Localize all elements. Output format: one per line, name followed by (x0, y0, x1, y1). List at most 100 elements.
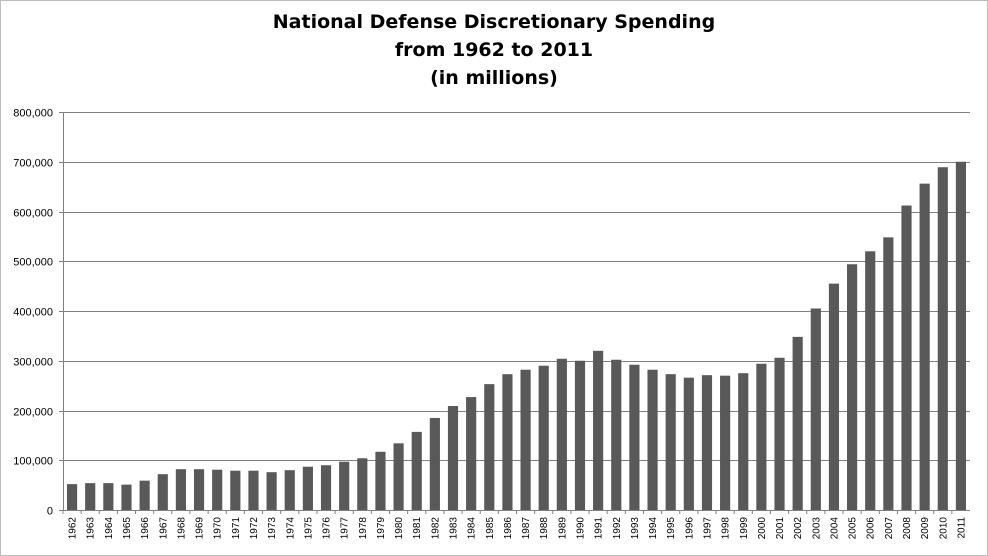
y-tick-label: 400,000 (13, 307, 53, 319)
x-tick-label: 1996 (684, 517, 695, 540)
x-tick-label: 1979 (376, 517, 387, 540)
x-tick-label: 1976 (322, 517, 333, 540)
bar-1977 (339, 461, 350, 510)
x-tick-label: 1984 (467, 517, 478, 540)
y-tick-label: 300,000 (13, 357, 53, 369)
bar-1976 (320, 465, 332, 510)
bar-1990 (574, 360, 586, 510)
x-tick-label: 1973 (267, 517, 278, 540)
bar-2011 (955, 161, 967, 510)
bars (66, 161, 967, 511)
x-tick-label: 1978 (358, 517, 369, 540)
bar-1995 (665, 374, 676, 510)
x-tick-label: 2005 (848, 517, 859, 540)
bar-2005 (847, 264, 858, 510)
bar-2010 (937, 167, 948, 510)
bar-1988 (538, 365, 549, 510)
y-tick-label: 700,000 (13, 158, 53, 170)
bar-2003 (810, 308, 821, 510)
x-tick-label: 1985 (485, 517, 496, 540)
x-tick-label: 1966 (140, 517, 151, 540)
y-tick-label: 600,000 (13, 208, 53, 220)
x-tick-label: 1993 (630, 517, 641, 540)
bar-1964 (103, 483, 114, 510)
x-tick-label: 1963 (86, 517, 97, 540)
bar-1987 (520, 369, 531, 510)
bar-1986 (502, 374, 513, 510)
x-tick-label: 1968 (176, 517, 187, 540)
bar-1974 (284, 470, 295, 510)
bar-1983 (447, 406, 459, 510)
x-tick-label: 2007 (884, 517, 895, 540)
bar-1972 (248, 470, 259, 510)
x-tick-label: 1971 (231, 517, 242, 540)
bar-2008 (901, 205, 912, 510)
bar-1982 (429, 417, 440, 510)
bar-2009 (919, 183, 930, 510)
x-tick-label: 2006 (866, 517, 877, 540)
x-tick-label: 2011 (956, 517, 967, 539)
y-tick-label: 200,000 (13, 407, 53, 419)
bar-2006 (865, 251, 876, 511)
bar-2007 (883, 237, 894, 510)
bar-1971 (230, 470, 241, 510)
y-tick-labels: 0 100,000 200,000 300,000 400,000 500,000 600,… (13, 108, 53, 518)
bar-1984 (466, 397, 477, 510)
x-tick-label: 1997 (702, 517, 713, 540)
x-tick-label: 1988 (539, 517, 550, 540)
x-tick-label: 1983 (449, 517, 460, 540)
bar-1985 (484, 384, 495, 510)
x-tick-label: 1974 (285, 517, 296, 540)
bar-1965 (121, 484, 132, 510)
x-tick-label: 1991 (594, 517, 605, 540)
x-tick-label: 1977 (340, 517, 351, 540)
bar-1992 (611, 359, 622, 510)
bar-1963 (85, 483, 96, 510)
bar-2002 (792, 336, 803, 510)
bar-1975 (302, 466, 313, 510)
bar-2004 (828, 283, 840, 510)
bar-1968 (175, 469, 186, 510)
y-tick-label: 800,000 (13, 108, 53, 120)
x-tick-label: 1962 (68, 517, 79, 540)
bar-1973 (266, 472, 277, 510)
x-tick-label: 1965 (122, 517, 133, 540)
bar-1980 (393, 443, 404, 510)
x-tick-label: 1994 (648, 517, 659, 540)
bar-1997 (701, 375, 713, 510)
y-tick-label: 100,000 (13, 456, 53, 468)
bar-1978 (357, 458, 368, 510)
x-tick-label: 1969 (195, 517, 206, 540)
bar-1969 (193, 469, 205, 510)
bar-1999 (738, 373, 749, 510)
x-tick-label: 1964 (104, 517, 115, 540)
x-tick-label: 1987 (521, 517, 532, 540)
x-tick-label: 2004 (829, 517, 840, 540)
x-tick-label: 1981 (412, 517, 423, 540)
bar-1981 (411, 431, 422, 510)
axes (59, 112, 970, 514)
x-tick-label: 2001 (775, 517, 786, 540)
x-tick-label: 2008 (902, 517, 913, 540)
bar-1998 (720, 375, 731, 510)
bar-2001 (774, 357, 785, 510)
chart-title-line-3: (in millions) (430, 67, 558, 89)
x-tick-label: 2003 (811, 517, 822, 540)
bar-1979 (375, 451, 386, 510)
x-tick-label: 1980 (394, 517, 405, 540)
x-tick-label: 1970 (213, 517, 224, 540)
bar-1996 (683, 377, 694, 510)
bar-2000 (756, 363, 767, 510)
x-tick-label: 1998 (721, 517, 732, 540)
bar-1970 (212, 469, 223, 510)
bar-1991 (593, 350, 604, 510)
x-tick-label: 1982 (430, 517, 441, 540)
chart-title: National Defense Discretionary Spending … (0, 8, 988, 92)
x-tick-label: 1995 (666, 517, 677, 540)
x-tick-label: 1992 (612, 517, 623, 540)
x-tick-label: 1989 (557, 517, 568, 540)
chart-title-line-1: National Defense Discretionary Spending (272, 11, 716, 33)
y-tick-label: 500,000 (13, 257, 53, 269)
x-tick-label: 2010 (938, 517, 949, 540)
